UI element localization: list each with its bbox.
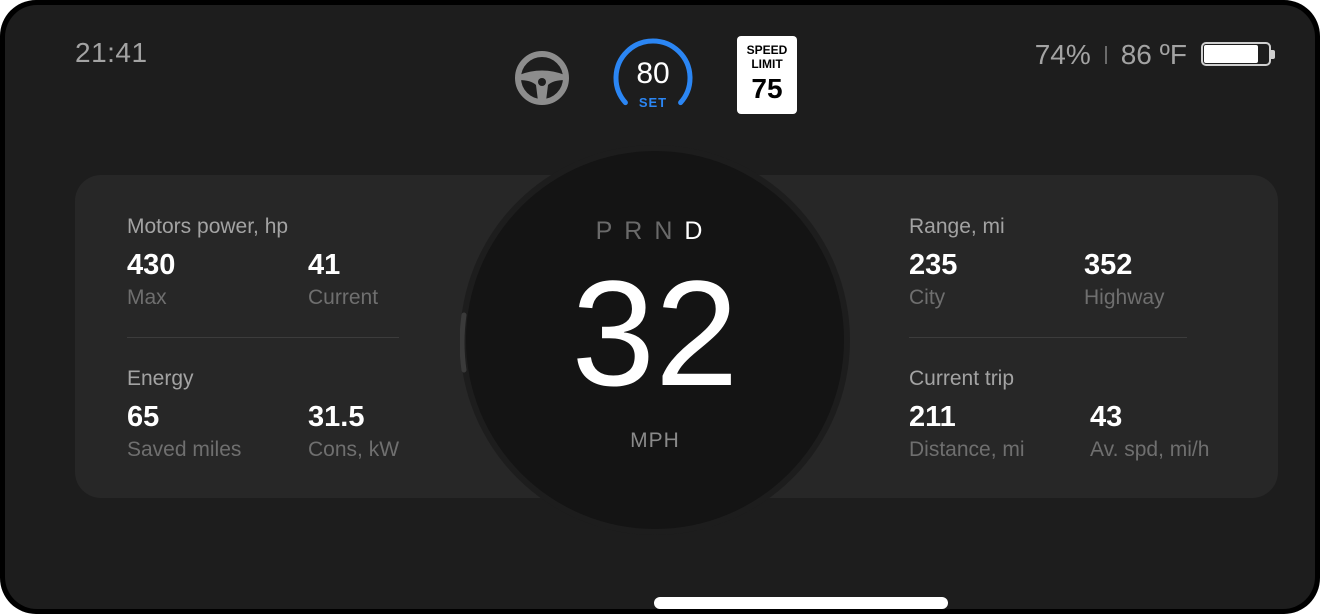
status-divider (1104, 46, 1107, 64)
home-indicator[interactable] (654, 597, 948, 609)
range-highway-value: 352 (1084, 249, 1133, 281)
cruise-set-label: SET (638, 95, 668, 110)
speed-arc (460, 312, 467, 373)
motors-max-value: 430 (127, 249, 176, 281)
energy-saved-label: Saved miles (127, 438, 242, 461)
trip-speed-value: 43 (1090, 401, 1123, 433)
speed-unit: MPH (630, 429, 680, 452)
motors-max-label: Max (127, 286, 167, 309)
gear-r: R (624, 217, 655, 245)
battery-fill (1204, 45, 1258, 63)
dashboard-screen: 21:41 74% 86 ºF 80 SET (5, 5, 1315, 609)
gear-selector: PRND (466, 217, 844, 246)
range-city-label: City (909, 286, 946, 309)
trip-title: Current trip (909, 367, 1015, 390)
cruise-ring (613, 38, 693, 106)
battery-icon (1201, 42, 1275, 68)
energy-title: Energy (127, 367, 194, 390)
range-title: Range, mi (909, 215, 1005, 238)
energy-saved-value: 65 (127, 401, 160, 433)
battery-percent: 74% (1034, 39, 1091, 70)
gear-d: D (684, 217, 715, 245)
cruise-speed: 80 (636, 57, 670, 90)
right-divider (909, 337, 1187, 338)
energy-cons-value: 31.5 (308, 401, 365, 433)
speed-limit-sign: SPEED LIMIT 75 (737, 36, 797, 114)
steering-wheel-icon[interactable] (513, 49, 571, 107)
clock: 21:41 (75, 37, 148, 68)
trip-distance-value: 211 (909, 401, 956, 433)
status-bar: 74% 86 ºF (1035, 37, 1275, 73)
cruise-control[interactable]: 80 SET (611, 36, 695, 120)
speed-limit-value: 75 (751, 73, 783, 104)
left-divider (127, 337, 399, 338)
motors-power-title: Motors power, hp (127, 215, 289, 238)
range-highway-label: Highway (1084, 286, 1165, 309)
range-city-value: 235 (909, 249, 958, 281)
speed-limit-line1: SPEED (746, 43, 788, 57)
gear-p: P (595, 217, 625, 245)
gear-n: N (654, 217, 685, 245)
speedometer (466, 151, 844, 529)
outside-temperature: 86 ºF (1120, 39, 1187, 70)
motors-current-value: 41 (308, 249, 341, 281)
motors-current-label: Current (308, 286, 379, 309)
current-speed: 32 (571, 249, 739, 417)
trip-speed-label: Av. spd, mi/h (1090, 438, 1210, 461)
speed-limit-line2: LIMIT (751, 57, 783, 71)
trip-distance-label: Distance, mi (909, 438, 1025, 461)
energy-cons-label: Cons, kW (308, 438, 400, 461)
